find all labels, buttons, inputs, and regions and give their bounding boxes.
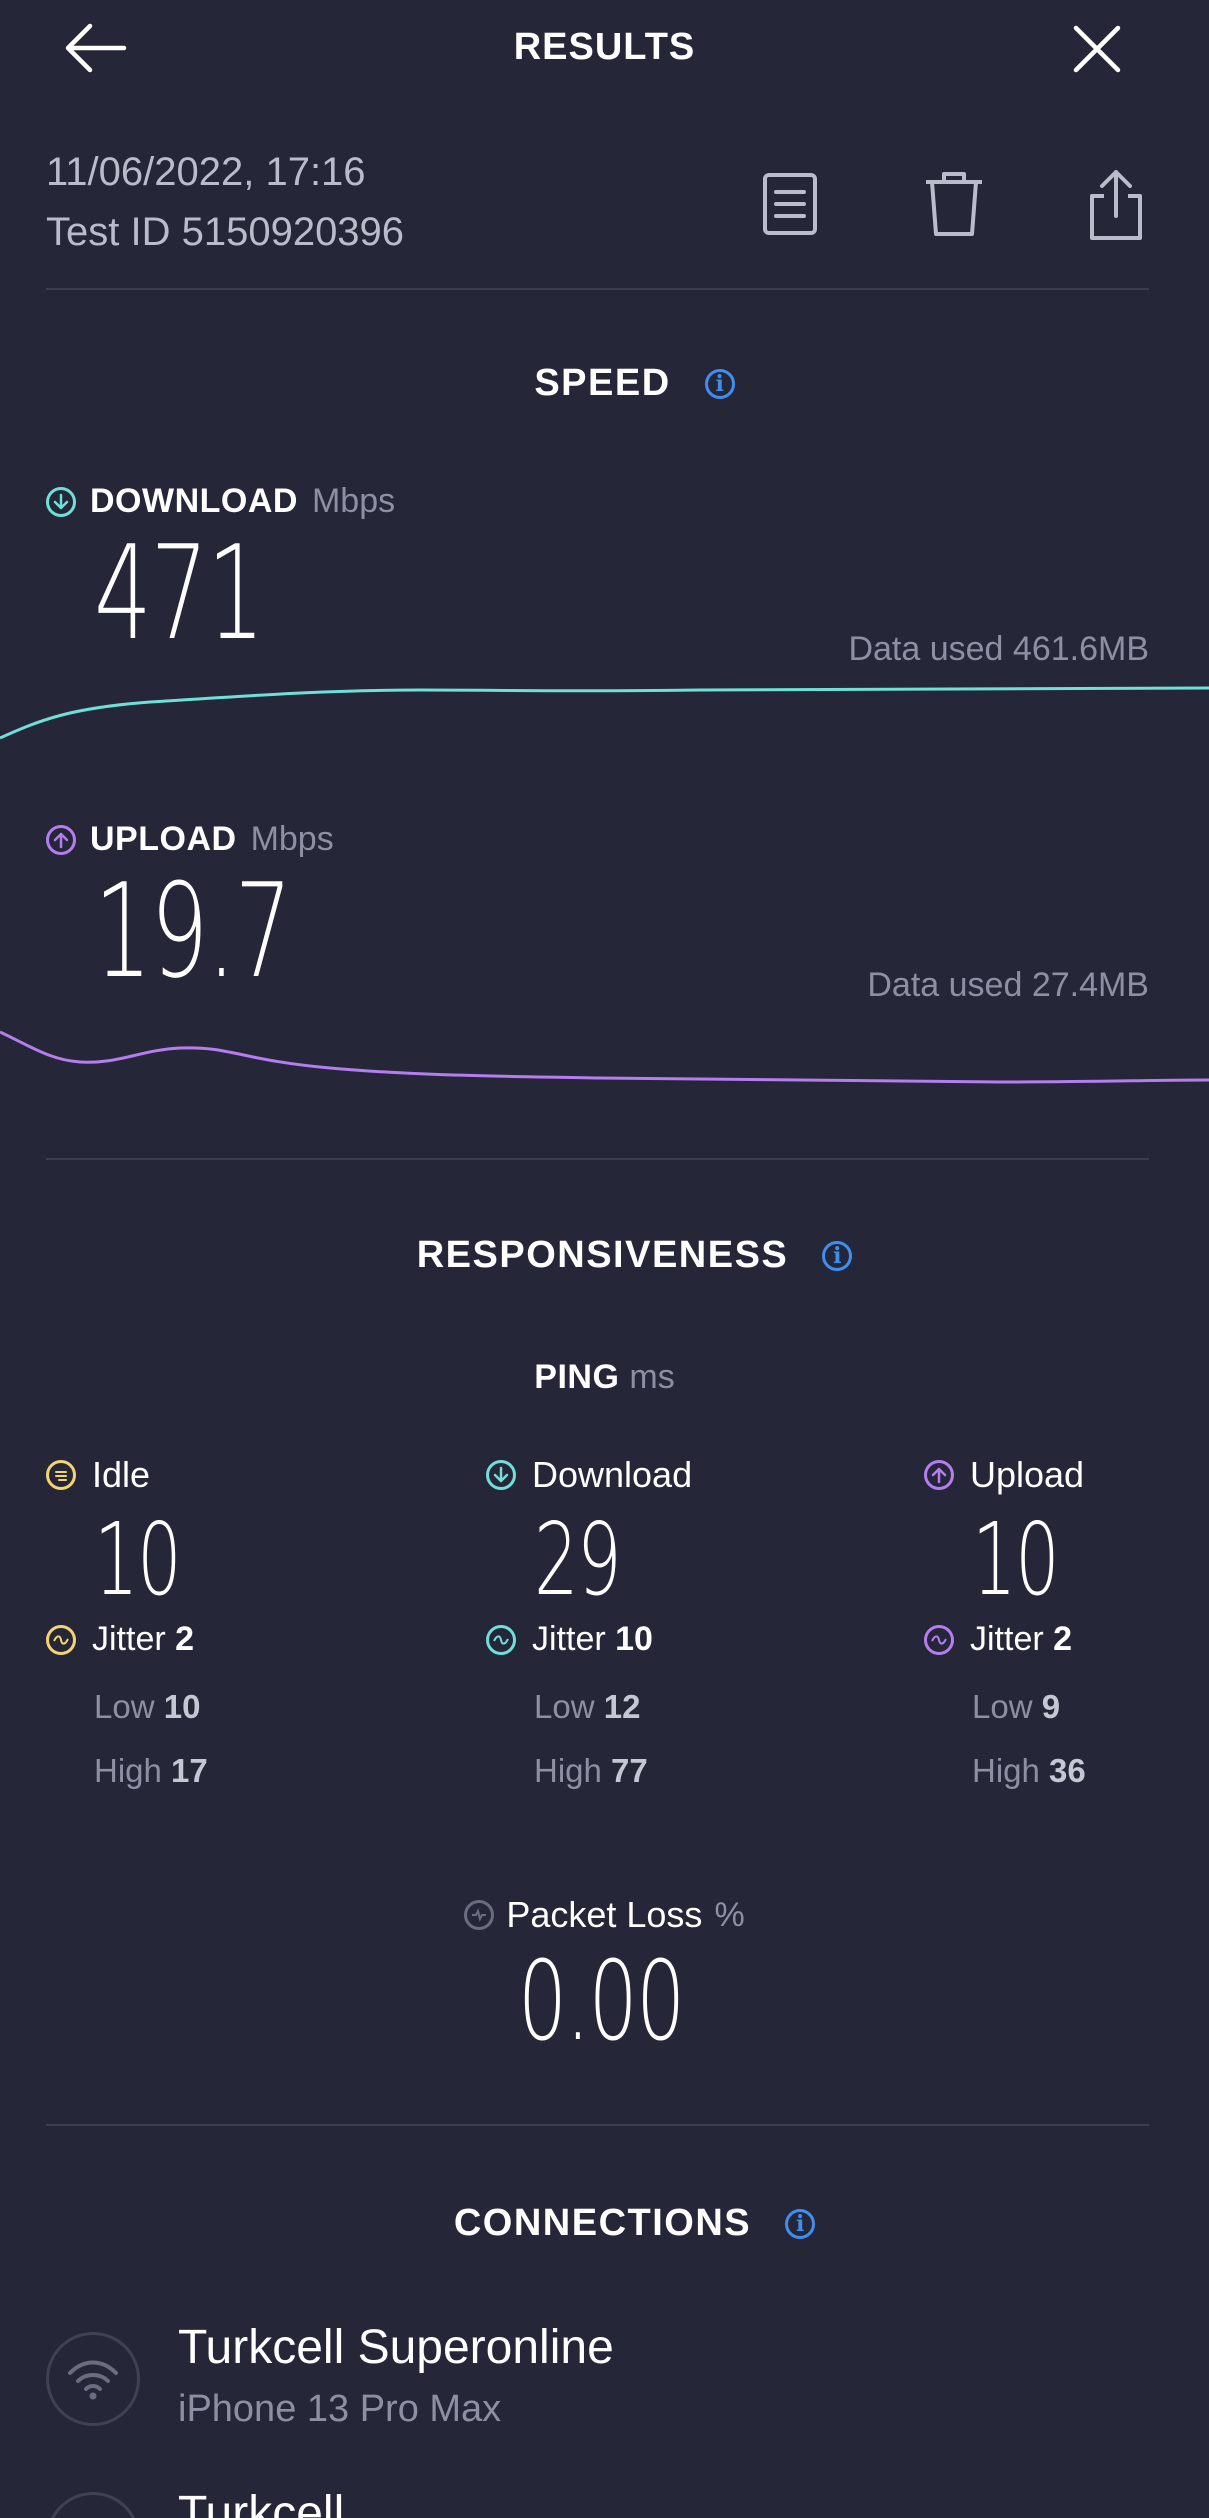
ping-unit: ms: [629, 1358, 675, 1396]
share-button[interactable]: [1086, 168, 1146, 242]
idle-label: Idle: [92, 1454, 151, 1495]
upload-ping-label: Upload: [970, 1454, 1085, 1495]
responsiveness-info-icon[interactable]: i: [822, 1240, 853, 1271]
ping-idle-column: Idle 10 Jitter 2 Low 10 High 17: [46, 1454, 406, 1804]
connection-item[interactable]: Turkcell: [46, 2478, 1149, 2518]
idle-icon: [46, 1460, 76, 1490]
share-icon: [1090, 170, 1142, 240]
upload-graph: [0, 1030, 1209, 1084]
idle-ping-value: 10: [94, 1501, 182, 1618]
download-ping-value: 29: [534, 1501, 622, 1618]
ping-label: PING: [534, 1358, 620, 1396]
upload-value: 19.7: [94, 855, 292, 1007]
download-low-value: 12: [603, 1688, 641, 1725]
wifi-icon: [46, 2332, 140, 2426]
idle-low-value: 10: [163, 1688, 201, 1725]
packet-loss-icon: [464, 1900, 495, 1930]
speed-title: SPEED: [534, 362, 671, 404]
notes-button[interactable]: [760, 170, 820, 240]
arrow-left-icon: [65, 23, 127, 73]
upload-label: UPLOAD: [90, 820, 237, 858]
divider: [46, 288, 1149, 290]
upload-jitter-label: Jitter: [970, 1620, 1044, 1658]
connections-section-header: CONNECTIONS i: [0, 2202, 1209, 2245]
jitter-wave-icon: [486, 1624, 516, 1655]
upload-low-label: Low: [972, 1688, 1033, 1725]
document-icon: [763, 173, 817, 235]
download-data-used: Data used 461.6MB: [848, 630, 1149, 668]
download-jitter-label: Jitter: [532, 1620, 606, 1658]
download-label: DOWNLOAD: [90, 482, 298, 520]
speed-info-icon[interactable]: i: [704, 368, 735, 399]
close-button[interactable]: [1072, 24, 1122, 74]
download-unit: Mbps: [311, 482, 396, 520]
upload-data-used: Data used 27.4MB: [867, 966, 1149, 1004]
idle-low-label: Low: [94, 1688, 155, 1725]
packet-loss-value: 0.00: [518, 1937, 685, 2065]
responsiveness-title: RESPONSIVENESS: [416, 1234, 789, 1276]
ping-header: PING ms: [0, 1358, 1209, 1397]
download-high-label: High: [534, 1752, 602, 1789]
upload-ping-value: 10: [972, 1501, 1060, 1618]
connection-provider: Turkcell Superonline: [178, 2321, 614, 2374]
server-icon: [46, 2492, 140, 2518]
download-arrow-icon: [46, 486, 76, 517]
download-high-value: 77: [611, 1752, 648, 1789]
packet-loss-header: Packet Loss %: [0, 1894, 1209, 1936]
idle-jitter-value: 2: [175, 1620, 195, 1658]
jitter-wave-icon: [46, 1624, 76, 1655]
jitter-wave-icon: [924, 1624, 954, 1655]
download-graph: [0, 686, 1209, 740]
close-icon: [1073, 25, 1121, 73]
upload-jitter-value: 2: [1053, 1620, 1073, 1658]
back-button[interactable]: [60, 18, 130, 78]
download-low-label: Low: [534, 1688, 595, 1725]
packet-loss-unit: %: [714, 1895, 745, 1934]
idle-high-label: High: [94, 1752, 162, 1789]
download-header: DOWNLOAD Mbps: [46, 482, 395, 521]
connection-server: Turkcell: [178, 2487, 345, 2518]
packet-loss-label: Packet Loss: [506, 1894, 703, 1935]
upload-high-value: 36: [1049, 1752, 1086, 1789]
test-date: 11/06/2022, 17:16: [46, 150, 366, 194]
idle-jitter-label: Jitter: [92, 1620, 166, 1658]
connections-title: CONNECTIONS: [453, 2202, 752, 2244]
connection-item[interactable]: Turkcell Superonline iPhone 13 Pro Max: [46, 2320, 1149, 2450]
download-ping-label: Download: [532, 1454, 693, 1495]
upload-low-value: 9: [1041, 1688, 1061, 1725]
ping-upload-column: Upload 10 Jitter 2 Low 9 High 36: [924, 1454, 1204, 1804]
download-arrow-icon: [486, 1460, 516, 1490]
upload-arrow-icon: [924, 1460, 954, 1490]
idle-high-value: 17: [171, 1752, 208, 1789]
download-jitter-value: 10: [615, 1620, 653, 1658]
test-id: Test ID 5150920396: [46, 210, 405, 254]
delete-button[interactable]: [922, 168, 986, 240]
responsiveness-section-header: RESPONSIVENESS i: [0, 1234, 1209, 1277]
upload-high-label: High: [972, 1752, 1040, 1789]
upload-arrow-icon: [46, 824, 76, 855]
divider: [46, 1158, 1149, 1160]
divider: [46, 2124, 1149, 2126]
ping-download-column: Download 29 Jitter 10 Low 12 High 77: [486, 1454, 846, 1804]
upload-unit: Mbps: [250, 820, 334, 858]
connections-info-icon[interactable]: i: [785, 2208, 816, 2239]
trash-icon: [926, 172, 982, 236]
upload-header: UPLOAD Mbps: [46, 820, 334, 859]
page-title: RESULTS: [513, 26, 696, 68]
download-value: 471: [94, 517, 265, 669]
connection-device: iPhone 13 Pro Max: [178, 2388, 502, 2430]
speed-section-header: SPEED i: [0, 362, 1209, 405]
